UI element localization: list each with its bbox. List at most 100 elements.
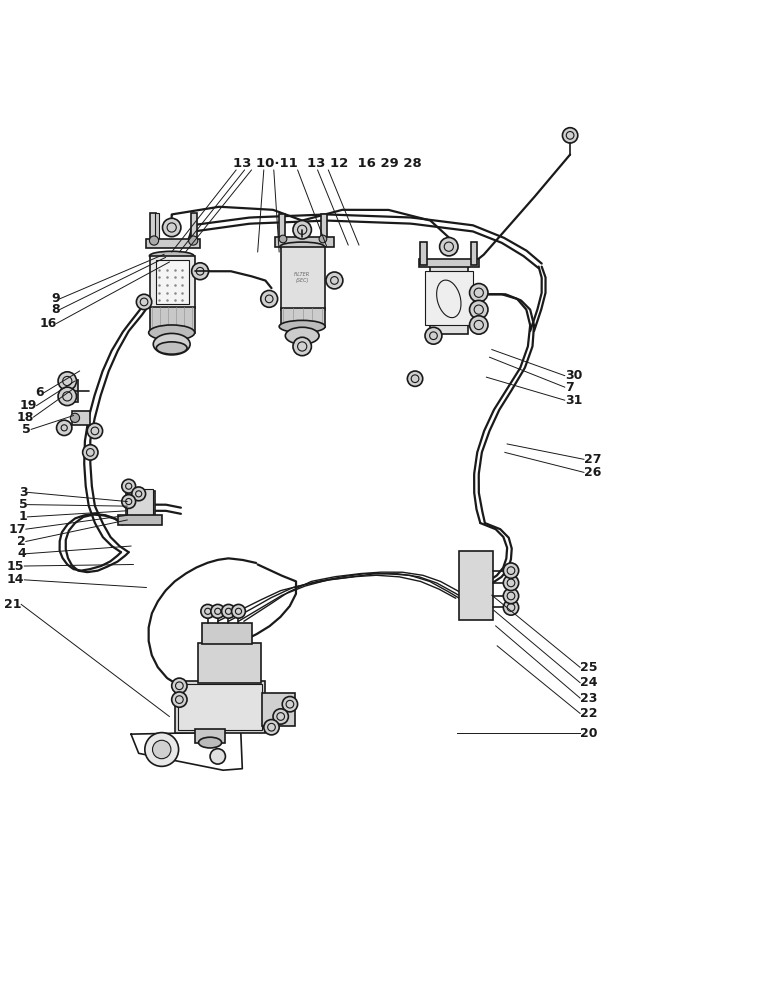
Text: 13 10·11  13 12  16 29 28: 13 10·11 13 12 16 29 28: [233, 157, 422, 170]
Circle shape: [319, 235, 327, 243]
Bar: [151, 256, 195, 308]
Ellipse shape: [154, 333, 190, 355]
Text: 30: 30: [565, 369, 582, 382]
Bar: [151, 307, 195, 333]
Circle shape: [503, 575, 519, 591]
Text: 14: 14: [7, 573, 24, 586]
Bar: [191, 213, 197, 244]
Text: 18: 18: [16, 411, 33, 424]
Circle shape: [425, 327, 442, 344]
Circle shape: [232, 604, 245, 618]
Circle shape: [210, 749, 225, 764]
Text: 17: 17: [8, 523, 25, 536]
Circle shape: [191, 263, 208, 280]
Text: 8: 8: [51, 303, 59, 316]
Bar: [281, 308, 325, 327]
Circle shape: [469, 284, 488, 302]
Bar: [275, 237, 334, 247]
Circle shape: [201, 604, 215, 618]
Circle shape: [171, 678, 187, 693]
Text: 27: 27: [584, 453, 601, 466]
Bar: [72, 380, 78, 402]
Circle shape: [171, 692, 187, 707]
Text: 21: 21: [4, 598, 21, 611]
Text: 20: 20: [580, 727, 598, 740]
Bar: [72, 411, 90, 425]
Circle shape: [293, 337, 311, 356]
Text: 9: 9: [51, 292, 59, 305]
Circle shape: [293, 221, 311, 239]
Bar: [430, 265, 468, 334]
Circle shape: [222, 604, 235, 618]
Circle shape: [162, 218, 181, 237]
Circle shape: [503, 588, 519, 604]
Circle shape: [188, 236, 198, 245]
Ellipse shape: [149, 325, 195, 340]
Circle shape: [326, 272, 343, 289]
Circle shape: [273, 709, 289, 724]
Bar: [151, 213, 157, 244]
Circle shape: [87, 423, 103, 439]
Text: 26: 26: [584, 466, 601, 479]
Bar: [126, 491, 155, 518]
Text: 5: 5: [22, 423, 31, 436]
Circle shape: [58, 372, 76, 390]
Text: 19: 19: [19, 399, 36, 412]
Circle shape: [122, 479, 136, 493]
Bar: [421, 242, 427, 265]
Bar: [320, 214, 327, 242]
Text: 23: 23: [580, 692, 598, 705]
Circle shape: [439, 237, 458, 256]
Ellipse shape: [150, 251, 194, 260]
Circle shape: [408, 371, 423, 386]
Circle shape: [83, 445, 98, 460]
Bar: [156, 260, 189, 304]
Text: 6: 6: [36, 386, 44, 399]
Circle shape: [469, 300, 488, 319]
Text: 16: 16: [39, 317, 56, 330]
Circle shape: [56, 420, 72, 436]
Circle shape: [503, 600, 519, 615]
Bar: [127, 489, 154, 520]
Circle shape: [137, 294, 152, 310]
Circle shape: [261, 290, 278, 307]
Bar: [198, 643, 261, 683]
Circle shape: [145, 733, 178, 766]
Ellipse shape: [198, 737, 222, 748]
Bar: [118, 515, 162, 525]
Text: 7: 7: [565, 381, 574, 394]
Bar: [202, 623, 252, 644]
Circle shape: [150, 236, 158, 245]
Bar: [279, 214, 286, 242]
Circle shape: [58, 387, 76, 406]
Bar: [174, 681, 266, 733]
Bar: [425, 271, 472, 325]
Circle shape: [153, 740, 171, 759]
Ellipse shape: [157, 342, 187, 354]
Text: 25: 25: [580, 661, 598, 674]
Text: 22: 22: [580, 707, 598, 720]
Text: 24: 24: [580, 676, 598, 689]
Bar: [147, 239, 200, 248]
Bar: [419, 259, 479, 267]
Circle shape: [122, 495, 136, 508]
Circle shape: [211, 604, 225, 618]
Bar: [262, 693, 294, 726]
Text: FILTER
(SEC): FILTER (SEC): [294, 272, 310, 283]
Text: 15: 15: [7, 560, 24, 573]
Text: 3: 3: [19, 486, 27, 499]
Circle shape: [70, 413, 80, 422]
Text: 4: 4: [17, 547, 25, 560]
Bar: [459, 551, 493, 620]
Circle shape: [279, 235, 287, 243]
Ellipse shape: [286, 327, 319, 344]
Text: 1: 1: [19, 510, 27, 523]
Ellipse shape: [279, 320, 325, 333]
Circle shape: [469, 316, 488, 334]
Bar: [155, 213, 159, 244]
Text: 2: 2: [17, 535, 25, 548]
Circle shape: [283, 697, 297, 712]
Bar: [471, 242, 477, 265]
Bar: [178, 684, 262, 730]
Bar: [195, 729, 225, 743]
